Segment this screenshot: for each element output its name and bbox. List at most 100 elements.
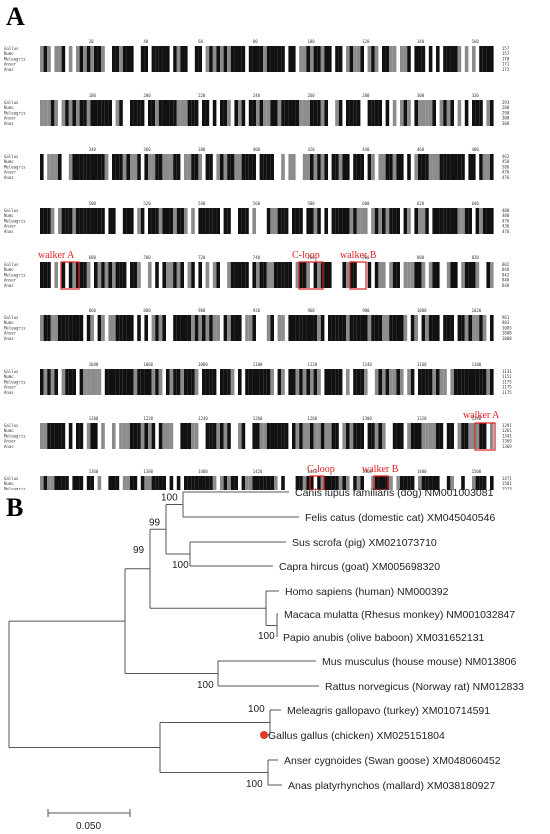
conserved-column xyxy=(490,154,494,180)
conserved-column xyxy=(119,46,123,72)
conserved-column xyxy=(270,315,274,341)
panel-b-label: B xyxy=(6,493,24,522)
conserved-column xyxy=(234,315,238,341)
species-label: Numc xyxy=(4,105,14,110)
conserved-column xyxy=(439,423,444,449)
conserved-column xyxy=(432,100,436,126)
conserved-column xyxy=(126,476,130,490)
conserved-column xyxy=(346,369,350,395)
conserved-column xyxy=(436,208,440,234)
conserved-column xyxy=(194,369,199,395)
conserved-column xyxy=(90,315,94,341)
conserved-column xyxy=(403,262,408,288)
conserved-column xyxy=(450,262,454,288)
species-label: Anser xyxy=(4,170,17,175)
conserved-column xyxy=(248,154,253,180)
conserved-column xyxy=(187,100,192,126)
conserved-column xyxy=(108,208,112,234)
conserved-column xyxy=(266,154,271,180)
end-number: 170 xyxy=(502,56,510,61)
conserved-column xyxy=(122,315,127,341)
conserved-column xyxy=(155,476,159,490)
conserved-column xyxy=(43,100,48,126)
conserved-column xyxy=(468,369,472,395)
conserved-column xyxy=(443,315,447,341)
conserved-column xyxy=(79,423,84,449)
taxon-label: Mus musculus (house mouse) NM013806 xyxy=(322,656,516,668)
conserved-column xyxy=(454,208,458,234)
conserved-column xyxy=(367,315,372,341)
conserved-column xyxy=(331,476,336,490)
conserved-column xyxy=(270,208,274,234)
conserved-column xyxy=(335,208,339,234)
conserved-column xyxy=(209,208,213,234)
conserved-column xyxy=(90,154,94,180)
conserved-column xyxy=(256,100,260,126)
conserved-column xyxy=(65,315,69,341)
conserved-column xyxy=(43,369,48,395)
conserved-column xyxy=(389,262,393,288)
conserved-column xyxy=(151,369,156,395)
conserved-column xyxy=(245,476,249,490)
conserved-column xyxy=(385,369,390,395)
conserved-column xyxy=(263,369,267,395)
conserved-column xyxy=(396,154,400,180)
conserved-column xyxy=(313,208,318,234)
conserved-column xyxy=(209,154,213,180)
conserved-column xyxy=(432,369,436,395)
conserved-column xyxy=(169,100,174,126)
conserved-column xyxy=(317,262,321,288)
species-label: Anas xyxy=(4,283,14,288)
conserved-column xyxy=(256,46,260,72)
conserved-column xyxy=(306,154,310,180)
conserved-column xyxy=(191,476,195,490)
conserved-column xyxy=(320,46,325,72)
position-tick: 20 xyxy=(89,39,94,44)
conserved-column xyxy=(421,208,426,234)
position-tick: 1000 xyxy=(417,308,427,313)
conserved-column xyxy=(115,100,120,126)
conserved-column xyxy=(223,476,228,490)
conserved-column xyxy=(220,46,224,72)
conserved-column xyxy=(313,262,318,288)
conserved-column xyxy=(245,369,249,395)
conserved-column xyxy=(306,476,310,490)
conserved-column xyxy=(155,208,159,234)
end-number: 458 xyxy=(502,159,510,164)
conserved-column xyxy=(317,369,321,395)
end-number: 1501 xyxy=(502,481,512,486)
conserved-column xyxy=(263,423,267,449)
species-label: Gallus xyxy=(4,315,19,320)
conserved-column xyxy=(241,46,246,72)
conserved-column xyxy=(83,100,87,126)
conserved-column xyxy=(86,46,91,72)
end-number: 157 xyxy=(502,51,510,56)
conserved-column xyxy=(101,423,105,449)
conserved-column xyxy=(490,208,494,234)
alignment-block: 340 360 380 400 420 440 460 480 Gallus 462 Numc 458… xyxy=(4,147,510,180)
conserved-column xyxy=(133,154,138,180)
position-tick: 460 xyxy=(417,147,425,152)
position-tick: 1020 xyxy=(472,308,482,313)
conserved-column xyxy=(299,315,303,341)
conserved-column xyxy=(378,423,382,449)
conserved-column xyxy=(191,262,195,288)
conserved-column xyxy=(277,369,282,395)
conserved-column xyxy=(400,100,404,126)
conserved-column xyxy=(72,369,76,395)
conserved-column xyxy=(234,476,238,490)
conserved-column xyxy=(241,100,246,126)
conserved-column xyxy=(306,208,310,234)
conserved-column xyxy=(144,46,148,72)
conserved-column xyxy=(180,262,184,288)
conserved-column xyxy=(382,208,386,234)
conserved-column xyxy=(191,423,195,449)
conserved-column xyxy=(148,208,152,234)
conserved-column xyxy=(252,100,256,126)
conserved-column xyxy=(371,46,375,72)
conserved-column xyxy=(342,423,346,449)
taxon-label: Homo sapiens (human) NM000392 xyxy=(285,586,449,598)
conserved-column xyxy=(72,208,76,234)
conserved-column xyxy=(130,46,134,72)
conserved-column xyxy=(50,423,55,449)
